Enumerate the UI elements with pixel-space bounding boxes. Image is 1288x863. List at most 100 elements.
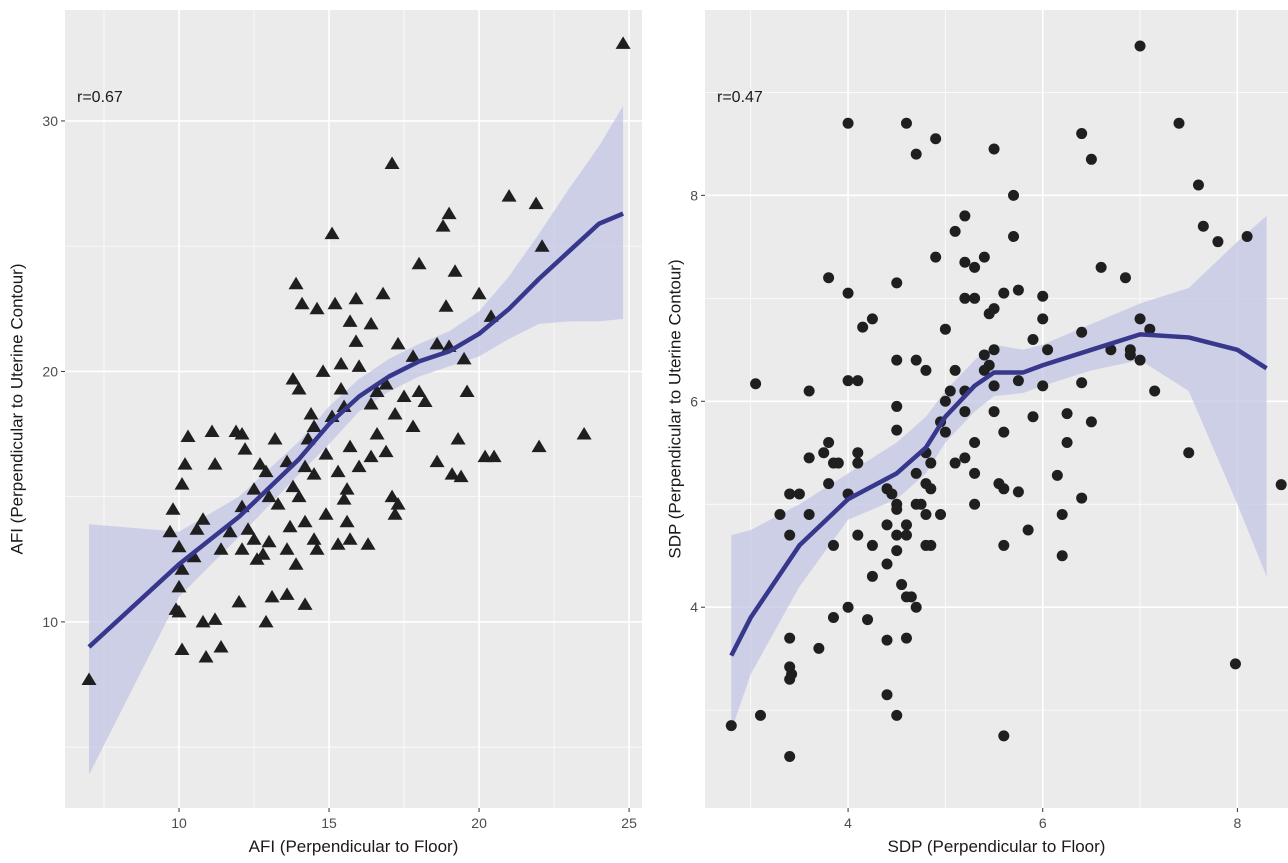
point <box>378 444 394 458</box>
point <box>333 381 349 395</box>
point <box>910 467 922 479</box>
point <box>1229 658 1241 670</box>
point <box>288 276 304 290</box>
point <box>900 117 912 129</box>
point <box>1008 189 1020 201</box>
point <box>333 356 349 370</box>
point <box>803 452 815 464</box>
point <box>959 292 971 304</box>
point <box>387 507 403 520</box>
point <box>866 539 878 551</box>
point <box>1183 447 1195 459</box>
point <box>204 424 220 438</box>
point <box>81 672 97 686</box>
point <box>896 579 908 591</box>
point <box>852 447 864 459</box>
smooth-line <box>87 211 624 649</box>
point <box>258 614 274 628</box>
point <box>294 296 310 310</box>
point <box>342 439 358 453</box>
point <box>988 143 1000 155</box>
point <box>384 156 400 170</box>
point <box>369 427 385 440</box>
point <box>348 334 364 347</box>
point <box>378 376 394 390</box>
point <box>258 464 274 478</box>
point <box>405 419 421 433</box>
point <box>429 454 445 468</box>
point <box>823 436 835 448</box>
point <box>1037 380 1049 392</box>
point <box>327 296 343 310</box>
y-tick-label: 20 <box>42 363 58 379</box>
point <box>1056 509 1068 521</box>
point <box>363 396 379 410</box>
point <box>285 371 301 385</box>
point <box>174 562 190 575</box>
point <box>939 323 951 335</box>
point <box>234 427 250 440</box>
x-tick-label: 6 <box>1039 815 1047 831</box>
point <box>438 299 454 312</box>
point <box>1275 479 1287 491</box>
point <box>862 614 874 626</box>
confidence-band <box>731 215 1267 731</box>
point <box>823 478 835 490</box>
point <box>891 277 903 289</box>
point <box>1012 284 1024 296</box>
point <box>852 375 864 387</box>
point <box>891 400 903 412</box>
point <box>222 524 238 538</box>
point <box>1042 344 1054 356</box>
point <box>983 308 995 320</box>
point <box>1051 469 1063 481</box>
point <box>339 482 355 495</box>
point <box>363 449 379 463</box>
point <box>1012 486 1024 498</box>
point <box>1173 117 1185 129</box>
point <box>171 579 187 593</box>
x-tick-label: 8 <box>1233 815 1241 831</box>
point <box>784 632 796 644</box>
point <box>1095 261 1107 273</box>
point <box>1076 377 1088 389</box>
point <box>969 292 981 304</box>
point <box>998 730 1010 742</box>
point <box>852 457 864 469</box>
point <box>390 336 406 350</box>
point <box>959 452 971 464</box>
point <box>1056 550 1068 562</box>
point <box>754 709 766 721</box>
point <box>282 519 298 533</box>
x-tick-label: 25 <box>621 815 637 831</box>
point <box>1037 313 1049 325</box>
point <box>750 378 762 390</box>
point <box>959 406 971 418</box>
point <box>891 545 903 557</box>
point <box>534 239 550 252</box>
point <box>915 498 927 510</box>
point <box>213 639 229 653</box>
point <box>920 509 932 521</box>
point <box>171 604 187 618</box>
point <box>336 492 352 505</box>
point <box>330 537 346 550</box>
point <box>823 272 835 284</box>
point <box>261 489 277 503</box>
point <box>886 488 898 500</box>
point <box>988 380 1000 392</box>
point <box>891 424 903 436</box>
point <box>285 479 301 493</box>
point <box>827 612 839 624</box>
point <box>852 529 864 541</box>
x-tick-label: 4 <box>844 815 852 831</box>
point <box>725 720 737 732</box>
point <box>881 634 893 646</box>
point <box>174 642 190 655</box>
point <box>447 264 463 277</box>
point <box>237 442 253 455</box>
point <box>339 514 355 528</box>
point <box>249 552 265 565</box>
